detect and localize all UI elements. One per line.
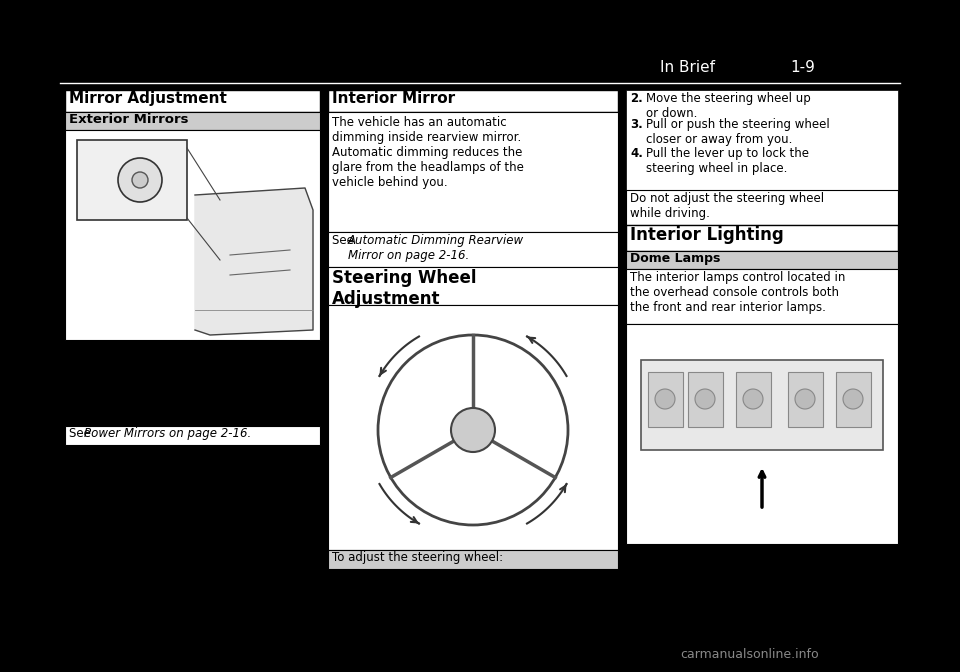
- Circle shape: [743, 389, 763, 409]
- Text: Pull the lever up to lock the
steering wheel in place.: Pull the lever up to lock the steering w…: [646, 147, 809, 175]
- Circle shape: [843, 389, 863, 409]
- Bar: [65, 112, 320, 130]
- Bar: [736, 372, 771, 427]
- Bar: [626, 251, 898, 269]
- Text: To adjust the steering wheel:: To adjust the steering wheel:: [332, 551, 503, 564]
- Text: See: See: [69, 427, 95, 440]
- Bar: [626, 324, 898, 544]
- Text: 1.: 1.: [332, 572, 345, 585]
- Text: Pull the lever down.: Pull the lever down.: [350, 572, 483, 585]
- Bar: [788, 372, 823, 427]
- Text: Exterior Mirrors: Exterior Mirrors: [69, 113, 188, 126]
- Bar: [0, 88, 960, 672]
- Bar: [836, 372, 871, 427]
- Text: 4.: 4.: [630, 147, 643, 160]
- Text: Interior Mirror: Interior Mirror: [332, 91, 455, 106]
- Circle shape: [451, 408, 495, 452]
- Text: ★ :: ★ :: [626, 552, 654, 565]
- Bar: [626, 269, 898, 324]
- Bar: [626, 225, 898, 251]
- Text: Push the control knob to the left,
right, up, or down to adjust the
mirror.: Push the control knob to the left, right…: [85, 385, 279, 428]
- Circle shape: [795, 389, 815, 409]
- Circle shape: [655, 389, 675, 409]
- Text: Dome Lamps: Dome Lamps: [630, 252, 720, 265]
- Text: 1.: 1.: [69, 343, 82, 356]
- Text: In Brief: In Brief: [660, 60, 715, 75]
- Text: The interior lamps control located in
the overhead console controls both
the fro: The interior lamps control located in th…: [630, 271, 846, 314]
- Bar: [65, 130, 320, 340]
- Bar: [328, 90, 618, 112]
- Text: The vehicle has an automatic
dimming inside rearview mirror.
Automatic dimming r: The vehicle has an automatic dimming ins…: [332, 116, 524, 189]
- Text: Turns the lamps off.: Turns the lamps off.: [651, 552, 783, 565]
- Bar: [626, 190, 898, 225]
- Bar: [648, 372, 683, 427]
- Bar: [65, 90, 320, 112]
- Bar: [328, 267, 618, 305]
- Polygon shape: [195, 188, 313, 335]
- Bar: [328, 112, 618, 232]
- Text: 2.: 2.: [69, 385, 82, 398]
- Text: Move the steering wheel up
or down.: Move the steering wheel up or down.: [646, 92, 811, 120]
- Bar: [328, 550, 618, 569]
- Text: Pull or push the steering wheel
closer or away from you.: Pull or push the steering wheel closer o…: [646, 118, 829, 146]
- Text: Interior Lighting: Interior Lighting: [630, 226, 783, 244]
- Circle shape: [118, 158, 162, 202]
- Text: Power Mirrors on page 2-16.: Power Mirrors on page 2-16.: [84, 427, 252, 440]
- Text: 3.: 3.: [630, 118, 643, 131]
- Bar: [328, 232, 618, 267]
- Text: Do not adjust the steering wheel
while driving.: Do not adjust the steering wheel while d…: [630, 192, 824, 220]
- Text: See: See: [332, 234, 358, 247]
- Bar: [0, 0, 960, 88]
- Text: 1-9: 1-9: [790, 60, 815, 75]
- Bar: [77, 140, 187, 220]
- Bar: [688, 372, 723, 427]
- Bar: [626, 90, 898, 190]
- Circle shape: [695, 389, 715, 409]
- Text: 2.: 2.: [630, 92, 643, 105]
- Bar: [65, 426, 320, 445]
- Circle shape: [132, 172, 148, 188]
- Text: Mirror Adjustment: Mirror Adjustment: [69, 91, 227, 106]
- Text: Steering Wheel
Adjustment: Steering Wheel Adjustment: [332, 269, 476, 308]
- Bar: [328, 305, 618, 550]
- Text: Turn the control knob to the L
(Left) or R (Right) selecting the
driver or passe: Turn the control knob to the L (Left) or…: [85, 343, 269, 386]
- Bar: [641, 360, 883, 450]
- Text: Automatic Dimming Rearview
Mirror on page 2-16.: Automatic Dimming Rearview Mirror on pag…: [348, 234, 524, 262]
- Text: carmanualsonline.info: carmanualsonline.info: [680, 648, 819, 661]
